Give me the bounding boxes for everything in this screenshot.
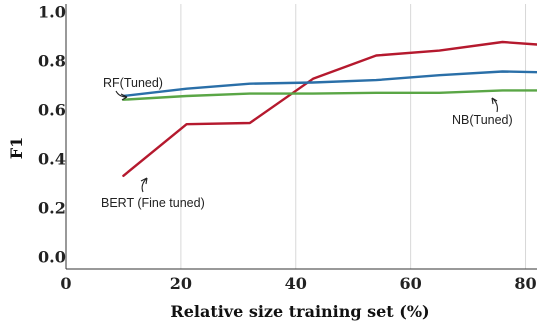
series-lines xyxy=(122,40,537,178)
rf-pointer-arrowhead xyxy=(120,93,128,101)
y-tick-label-0: 0.0 xyxy=(38,248,66,267)
x-tick-label-40: 40 xyxy=(285,274,307,293)
series-label-bert: BERT (Fine tuned) xyxy=(101,196,205,210)
series-line-0 xyxy=(122,40,537,178)
nb-label-group: NB(Tuned) xyxy=(452,97,513,127)
rf-label-group: RF(Tuned) xyxy=(103,76,163,101)
series-line-1 xyxy=(122,70,537,98)
y-tick-label-1: 0.2 xyxy=(38,199,66,218)
y-tick-label-3: 0.6 xyxy=(38,101,66,120)
tick-labels: 0.0 0.2 0.4 0.6 0.8 1.0 0 20 40 60 80 xyxy=(38,2,537,293)
bert-pointer-arrowhead xyxy=(140,177,148,185)
x-tick-label-0: 0 xyxy=(60,274,71,293)
grid xyxy=(180,4,527,269)
bert-label-group: BERT (Fine tuned) xyxy=(101,177,205,210)
axes xyxy=(65,4,537,270)
nb-pointer-arrowhead xyxy=(491,97,498,105)
x-tick-label-20: 20 xyxy=(170,274,192,293)
series-label-nb: NB(Tuned) xyxy=(452,113,513,127)
series-line-2 xyxy=(122,89,537,101)
y-tick-label-5: 1.0 xyxy=(38,2,66,21)
series-label-rf: RF(Tuned) xyxy=(103,76,163,90)
y-tick-label-4: 0.8 xyxy=(38,51,66,70)
x-tick-label-80: 80 xyxy=(514,274,536,293)
bert-pointer-arrow xyxy=(141,177,148,193)
x-tick-label-60: 60 xyxy=(400,274,422,293)
x-axis-title: Relative size training set (%) xyxy=(170,302,429,321)
y-axis-title: F1 xyxy=(7,137,26,160)
y-tick-label-2: 0.4 xyxy=(38,150,66,169)
